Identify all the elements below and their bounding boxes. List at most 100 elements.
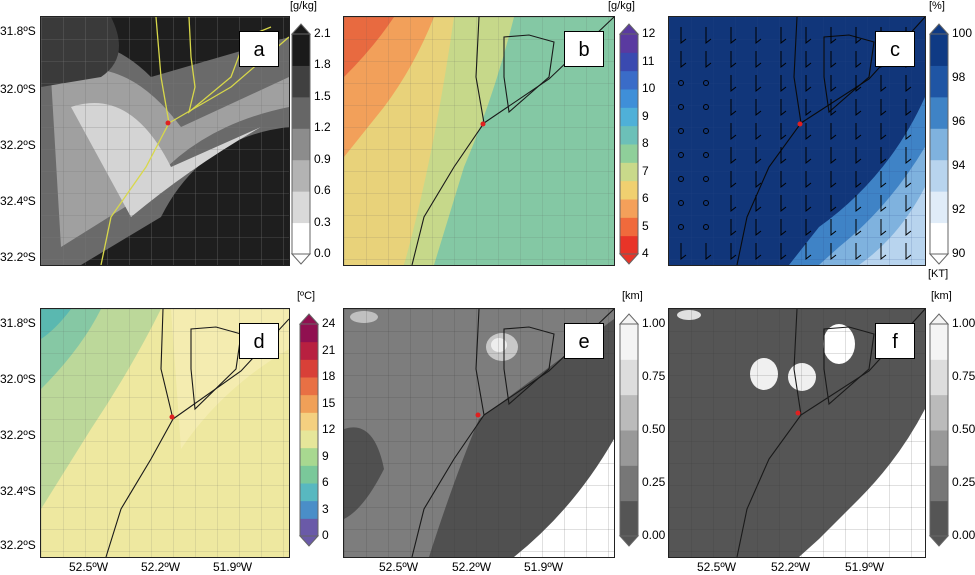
colorbar-segment: [620, 34, 638, 53]
colorbar-segment: [620, 180, 638, 200]
wind-barb: [755, 27, 762, 45]
colorbar-segment: [300, 447, 318, 466]
colorbar-tick-label: 21: [322, 342, 336, 357]
colorbar-tick-label: 1.2: [314, 120, 331, 135]
wind-barb: [880, 147, 887, 165]
wind-barb: [780, 243, 787, 261]
location-marker-b: [480, 121, 486, 127]
colorbar-tick-label: 6: [322, 475, 329, 489]
colorbar-tick-label: 0.3: [314, 214, 331, 229]
wind-barb: [880, 75, 887, 93]
colorbar-segment: [292, 222, 310, 255]
colorbar-tick-label: 10: [642, 81, 656, 95]
wind-barb: [855, 219, 862, 237]
wind-barb: [730, 75, 737, 93]
colorbar-tick-label: 12: [322, 422, 336, 436]
colorbar-tick-label: 98: [952, 70, 966, 84]
colorbar-tick-label: 96: [952, 114, 966, 128]
panel-label-d: d: [239, 323, 279, 359]
colorbar-tick-label: 3: [322, 501, 329, 516]
wind-barb: [705, 51, 712, 69]
wind-barb: [830, 219, 837, 237]
wind-barb: [730, 27, 737, 45]
colorbar-segment: [930, 394, 948, 431]
calm-wind-symbol: [678, 152, 684, 158]
lat-label-bot-4: 32.4ºS: [0, 484, 36, 498]
wind-barb: [755, 171, 762, 189]
wind-barb: [880, 171, 887, 189]
calm-wind-symbol: [678, 176, 684, 182]
colorbar-tick-label: 11: [642, 53, 655, 68]
colorbar-tick-label: 8: [642, 136, 649, 150]
wind-barb: [830, 75, 837, 93]
calm-wind-symbol: [678, 104, 684, 110]
wind-barb: [680, 27, 687, 45]
map-panel-e: e: [343, 308, 615, 558]
colorbar-segment: [300, 359, 318, 378]
colorbar-segment: [620, 235, 638, 255]
colorbar-tick-label: 9: [642, 108, 649, 123]
colorbar-segment: [930, 34, 948, 66]
colorbar-segment: [292, 96, 310, 129]
wind-barb: [780, 195, 787, 213]
location-marker-c: [797, 121, 803, 127]
colorbar-tick-label: 92: [952, 202, 966, 216]
wind-barb: [905, 75, 912, 93]
wind-barb: [905, 123, 912, 141]
colorbar-segment: [930, 222, 948, 255]
wind-barb: [805, 195, 812, 213]
location-marker-a: [165, 120, 171, 126]
wind-barb: [780, 147, 787, 165]
wind-barb: [805, 51, 812, 69]
colorbar-max-arrow: [618, 23, 640, 35]
colorbar-tick-label: 0.50: [952, 422, 975, 436]
colorbar-min-arrow: [618, 253, 640, 265]
lon-label-e-1: 52.5ºW: [379, 560, 419, 574]
location-marker-e: [475, 412, 481, 418]
wind-unit-c: [KT]: [928, 268, 949, 280]
colorbar-unit-e: [km]: [622, 290, 643, 302]
lon-label-d-2: 52.2ºW: [141, 560, 181, 574]
colorbar-segment: [620, 500, 638, 537]
colorbar-tick-label: 0.9: [314, 151, 331, 166]
colorbar-unit-a: [g/kg]: [290, 0, 317, 12]
wind-barb: [805, 243, 812, 261]
colorbar-unit-b: [g/kg]: [608, 0, 635, 12]
location-marker-f: [795, 410, 801, 416]
colorbar-segment: [620, 217, 638, 237]
colorbar-tick-label: 1.8: [314, 57, 331, 72]
colorbar-segment: [930, 500, 948, 537]
colorbar-segment: [300, 483, 318, 502]
colorbar-segment: [300, 500, 318, 519]
colorbar-segment: [930, 96, 948, 129]
colorbar-tick-label: 1.5: [314, 88, 331, 103]
wind-barb: [805, 219, 812, 237]
colorbar-tick-label: 94: [952, 158, 966, 172]
colorbar-unit-d: [ºC]: [297, 290, 316, 302]
wind-barb: [830, 99, 837, 117]
wind-barb: [780, 123, 787, 141]
colorbar-min-arrow: [298, 535, 320, 547]
colorbar-tick-label: 6: [642, 191, 649, 205]
colorbar-tick-label: 1.00: [642, 316, 666, 330]
colorbar-segment: [300, 430, 318, 449]
colorbar-min-arrow: [928, 253, 950, 265]
colorbar-tick-label: 0.0: [314, 246, 331, 260]
wind-barb: [880, 195, 887, 213]
wind-barb: [880, 99, 887, 117]
wind-barb: [855, 195, 862, 213]
wind-barb: [680, 243, 687, 261]
lon-label-d-3: 51.9ºW: [213, 560, 253, 574]
colorbar-segment: [300, 465, 318, 484]
colorbar-segment: [930, 465, 948, 502]
wind-barb: [830, 123, 837, 141]
map-panel-b: b: [343, 16, 615, 266]
wind-barb: [780, 27, 787, 45]
wind-barb: [805, 27, 812, 45]
colorbar-min-arrow: [928, 535, 950, 547]
colorbar-f: [928, 313, 950, 547]
wind-barb: [805, 75, 812, 93]
wind-barb: [780, 99, 787, 117]
colorbar-tick-label: 0.50: [642, 422, 666, 436]
colorbar-segment: [620, 430, 638, 466]
